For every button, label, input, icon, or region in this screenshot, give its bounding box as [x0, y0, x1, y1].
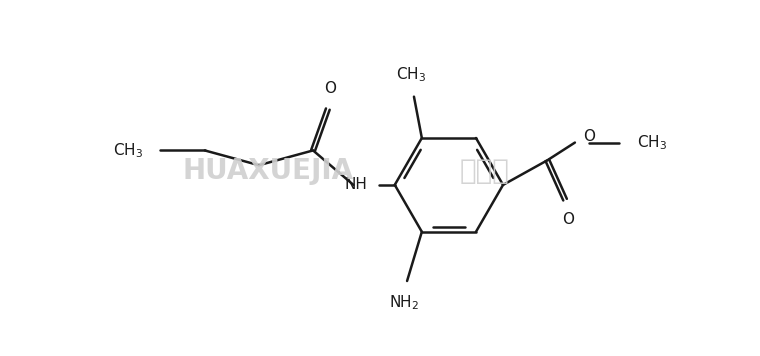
- Text: O: O: [324, 81, 336, 96]
- Text: CH$_3$: CH$_3$: [112, 141, 143, 160]
- Text: NH: NH: [344, 177, 367, 192]
- Text: CH$_3$: CH$_3$: [637, 133, 667, 152]
- Text: CH$_3$: CH$_3$: [396, 65, 426, 84]
- Text: NH$_2$: NH$_2$: [389, 294, 420, 313]
- Text: O: O: [562, 213, 574, 227]
- Text: HUAXUEJIA: HUAXUEJIA: [182, 157, 353, 185]
- Text: 化学加: 化学加: [460, 157, 510, 185]
- Text: O: O: [583, 129, 595, 144]
